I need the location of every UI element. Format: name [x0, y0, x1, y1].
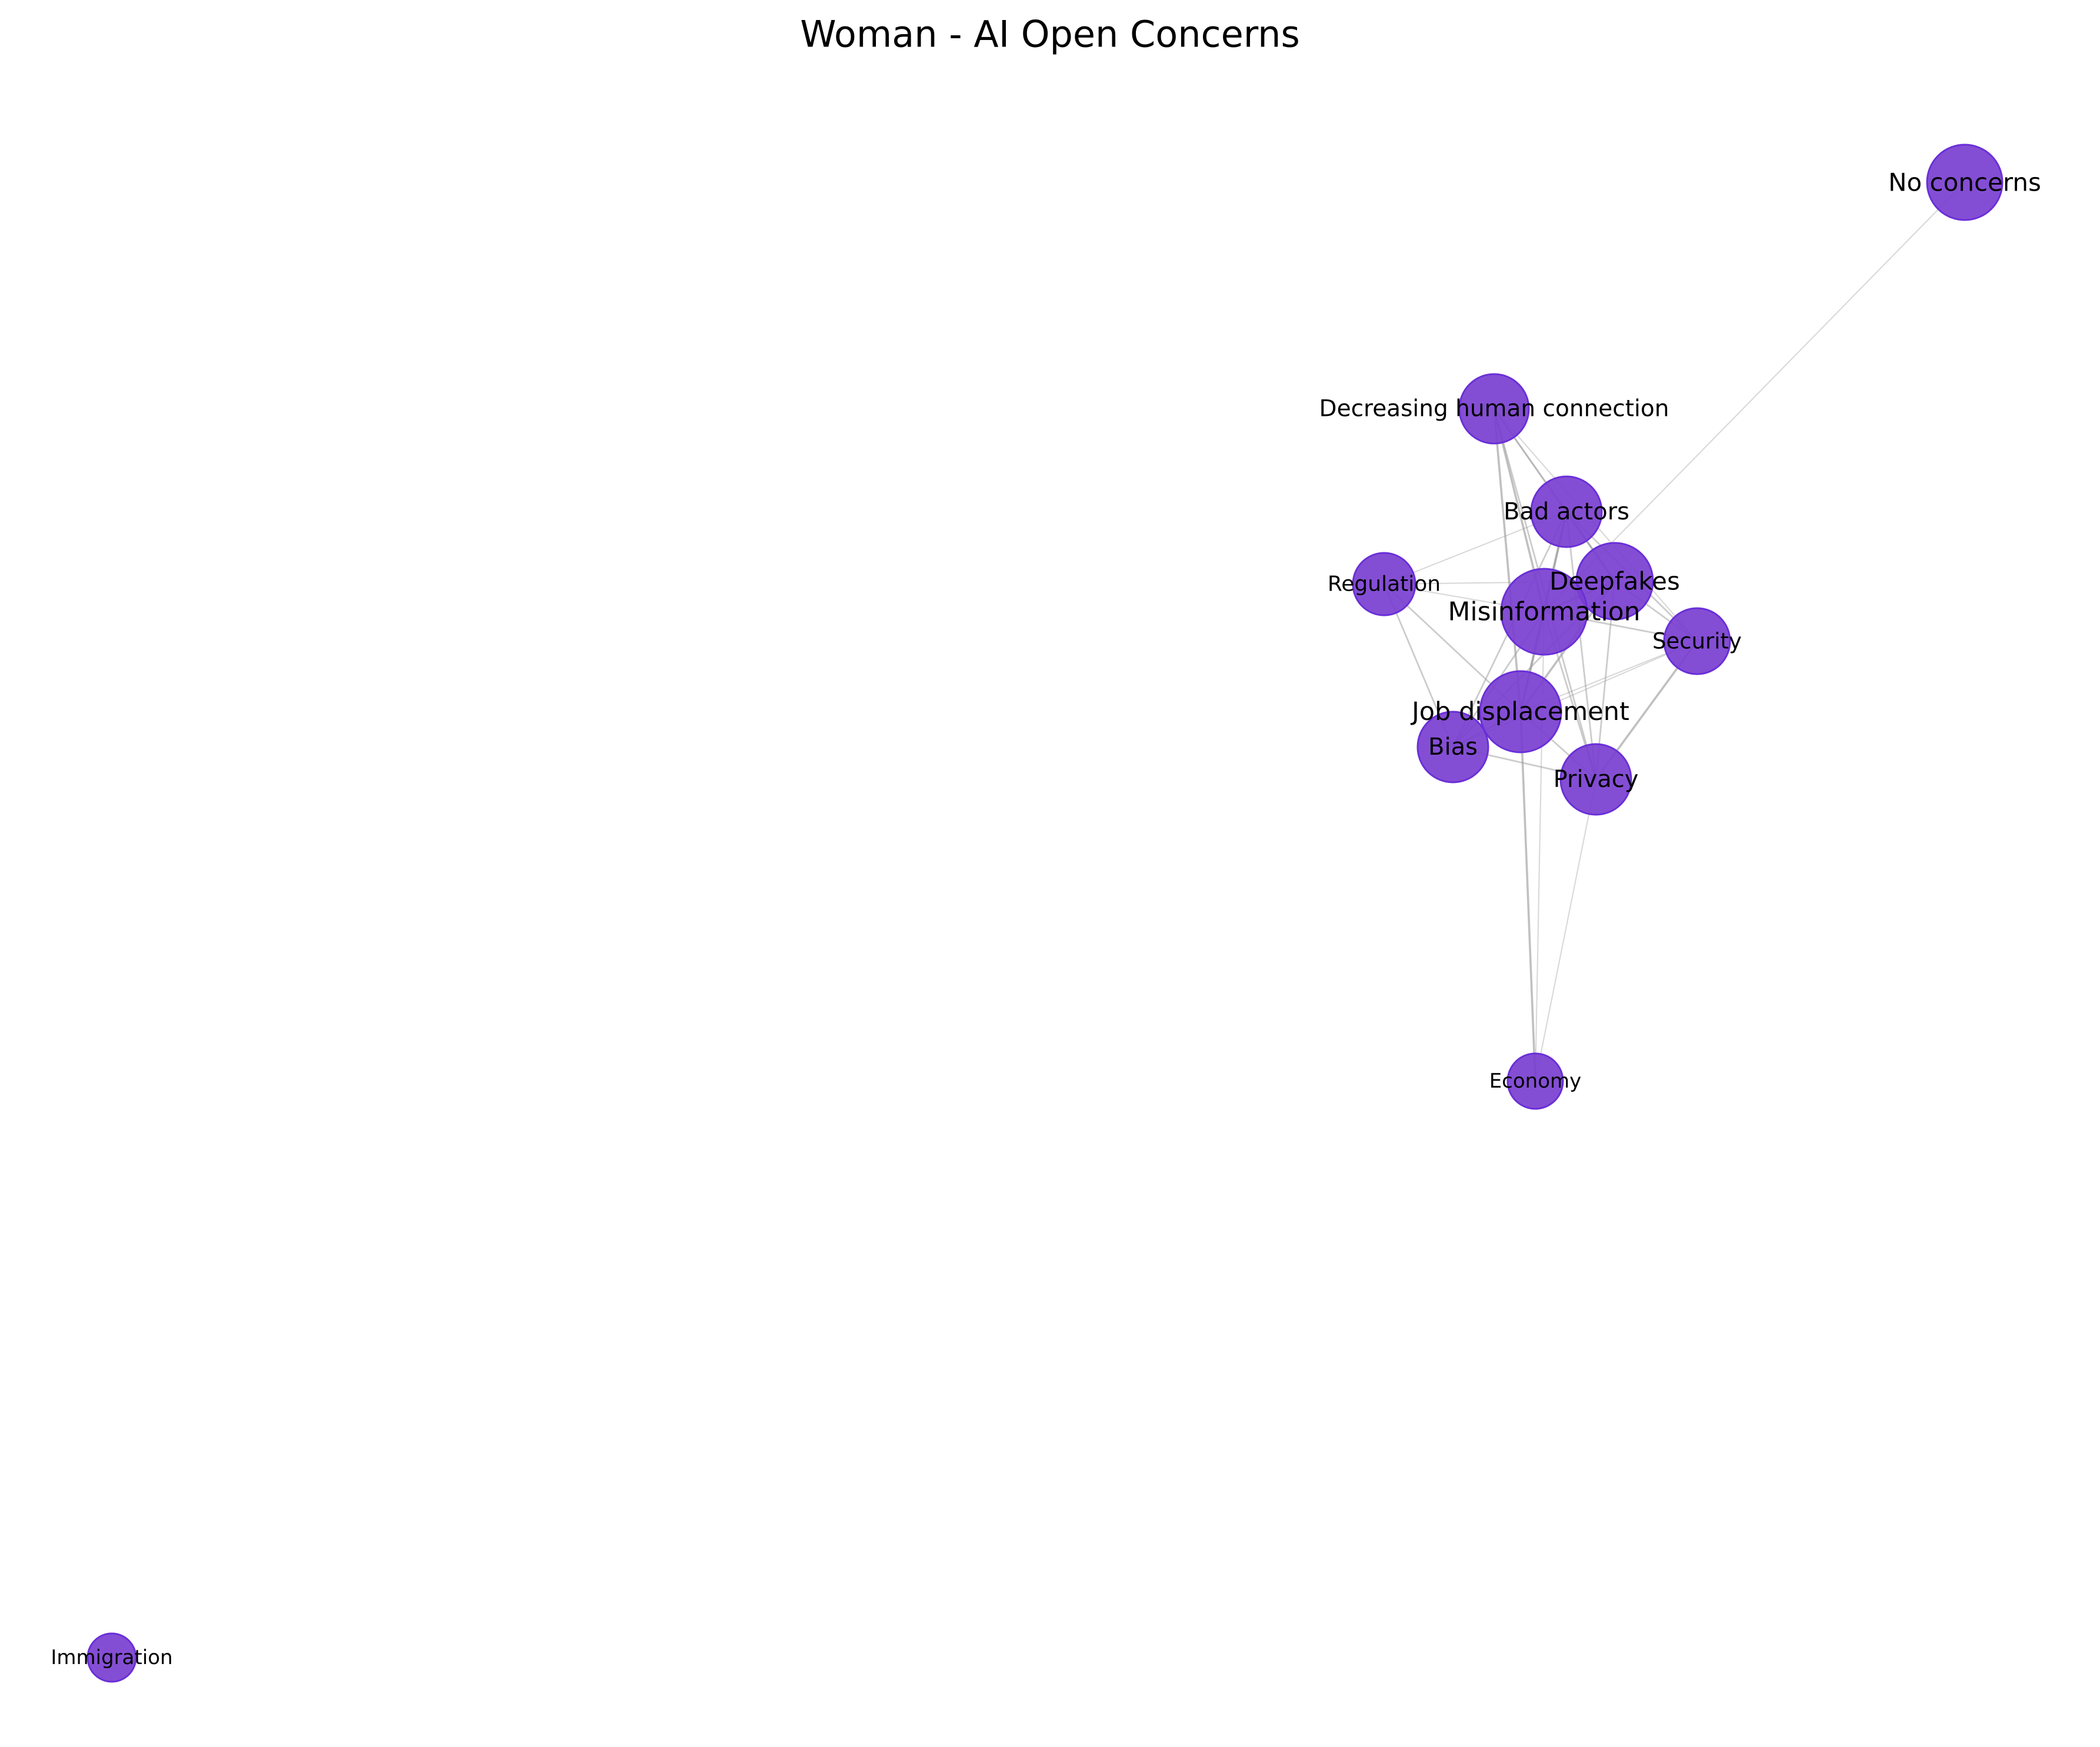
node-label-no-concerns: No concerns	[1888, 168, 2041, 197]
node-regulation	[1352, 552, 1416, 616]
node-label-immigration: Immigration	[51, 1646, 172, 1669]
node-label-regulation: Regulation	[1328, 572, 1441, 596]
edge-job-displacement-economy	[1519, 711, 1536, 1082]
node-security	[1663, 607, 1731, 675]
node-label-misinformation: Misinformation	[1448, 597, 1640, 627]
edge-decreasing-human-connection-job-displacement	[1493, 408, 1522, 712]
node-label-decreasing-human-connection: Decreasing human connection	[1319, 396, 1669, 422]
node-bias	[1416, 711, 1489, 784]
labels-layer: No concerns Decreasing human connection Ba…	[51, 168, 2041, 1670]
node-decreasing-human-connection	[1458, 373, 1530, 445]
node-job-displacement	[1479, 670, 1562, 754]
node-label-bad-actors: Bad actors	[1504, 498, 1629, 525]
edge-no-concerns-misinformation	[1544, 182, 1965, 612]
figure-title: Woman - AI Open Concerns	[800, 13, 1300, 56]
node-no-concerns	[1926, 144, 2004, 221]
node-immigration	[86, 1632, 137, 1683]
node-privacy	[1559, 743, 1632, 816]
node-bad-actors	[1530, 475, 1603, 548]
edge-privacy-economy	[1535, 779, 1596, 1082]
node-misinformation	[1500, 568, 1588, 656]
nodes-layer	[86, 144, 2004, 1683]
node-economy	[1506, 1052, 1564, 1110]
node-label-job-displacement: Job displacement	[1410, 697, 1629, 726]
node-label-privacy: Privacy	[1554, 766, 1639, 793]
node-label-deepfakes: Deepfakes	[1549, 567, 1680, 596]
node-label-security: Security	[1652, 629, 1742, 654]
node-label-economy: Economy	[1489, 1069, 1582, 1093]
node-label-bias: Bias	[1428, 734, 1478, 761]
node-deepfakes	[1575, 542, 1654, 621]
edge-bad-actors-privacy	[1565, 511, 1597, 780]
